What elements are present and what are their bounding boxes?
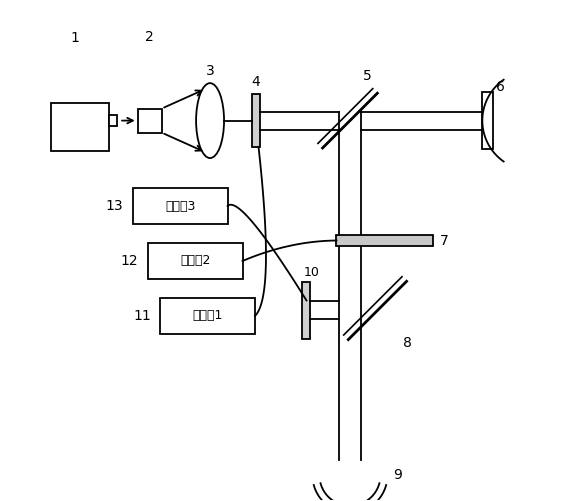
Text: 6: 6	[496, 80, 505, 94]
Bar	[483, 92, 494, 149]
Text: 3: 3	[206, 64, 215, 78]
Text: 7: 7	[440, 233, 449, 247]
Text: 1: 1	[71, 31, 79, 45]
Text: 8: 8	[403, 336, 411, 350]
Bar	[303, 282, 310, 339]
Ellipse shape	[196, 83, 224, 158]
Bar	[252, 94, 260, 147]
Bar	[51, 103, 108, 151]
Bar	[148, 243, 242, 279]
Text: 9: 9	[393, 468, 402, 482]
Text: 计算机2: 计算机2	[180, 255, 211, 268]
Text: 13: 13	[106, 199, 123, 213]
Text: 10: 10	[303, 266, 320, 279]
Text: 12: 12	[120, 254, 138, 268]
Text: 计算机1: 计算机1	[193, 310, 223, 323]
Text: 4: 4	[252, 75, 260, 89]
Bar	[108, 115, 117, 126]
Bar	[133, 188, 227, 224]
Text: 2: 2	[145, 30, 154, 44]
Bar	[137, 109, 162, 133]
Bar	[336, 235, 433, 246]
Text: 5: 5	[363, 69, 372, 83]
Bar	[160, 298, 255, 334]
Text: 计算机3: 计算机3	[165, 199, 195, 212]
Text: 11: 11	[134, 309, 151, 323]
